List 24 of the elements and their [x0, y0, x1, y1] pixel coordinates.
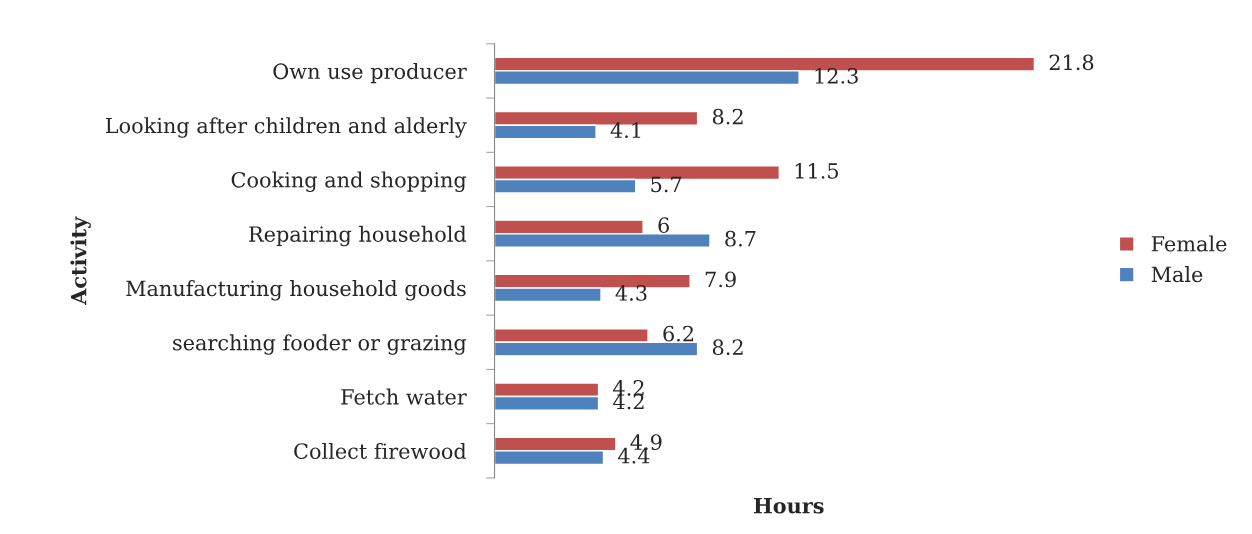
legend-label: Male — [1151, 266, 1203, 283]
y-tick-label: Collect firewood — [294, 442, 467, 460]
y-tick-label: Cooking and shopping — [231, 171, 467, 192]
data-label: 5.7 — [651, 176, 682, 193]
data-label: 6 — [658, 217, 669, 233]
y-axis-title: Activity — [70, 216, 91, 306]
data-label: 12.3 — [815, 67, 858, 84]
y-tick-label: Own use producer — [273, 63, 467, 84]
data-label: 11.5 — [795, 162, 838, 179]
data-label: 8.7 — [725, 230, 756, 247]
y-tick-label: searching fooder or grazing — [173, 334, 467, 355]
legend-label: Female — [1151, 235, 1227, 252]
data-label: 6.2 — [663, 325, 694, 342]
y-tick-label: Looking after children and alderly — [105, 117, 467, 138]
data-label: 21.8 — [1049, 54, 1094, 71]
x-axis-title: Hours — [754, 498, 824, 514]
data-label: 8.2 — [712, 108, 743, 125]
y-tick-label: Manufacturing household goods — [126, 280, 466, 301]
data-label: 4.1 — [610, 122, 641, 139]
data-label: 7.9 — [705, 271, 736, 288]
y-tick-label: Fetch water — [341, 388, 467, 405]
y-tick-label: Repairing household — [249, 225, 467, 247]
data-label: 4.3 — [615, 285, 647, 301]
data-label: 8.2 — [712, 339, 743, 356]
